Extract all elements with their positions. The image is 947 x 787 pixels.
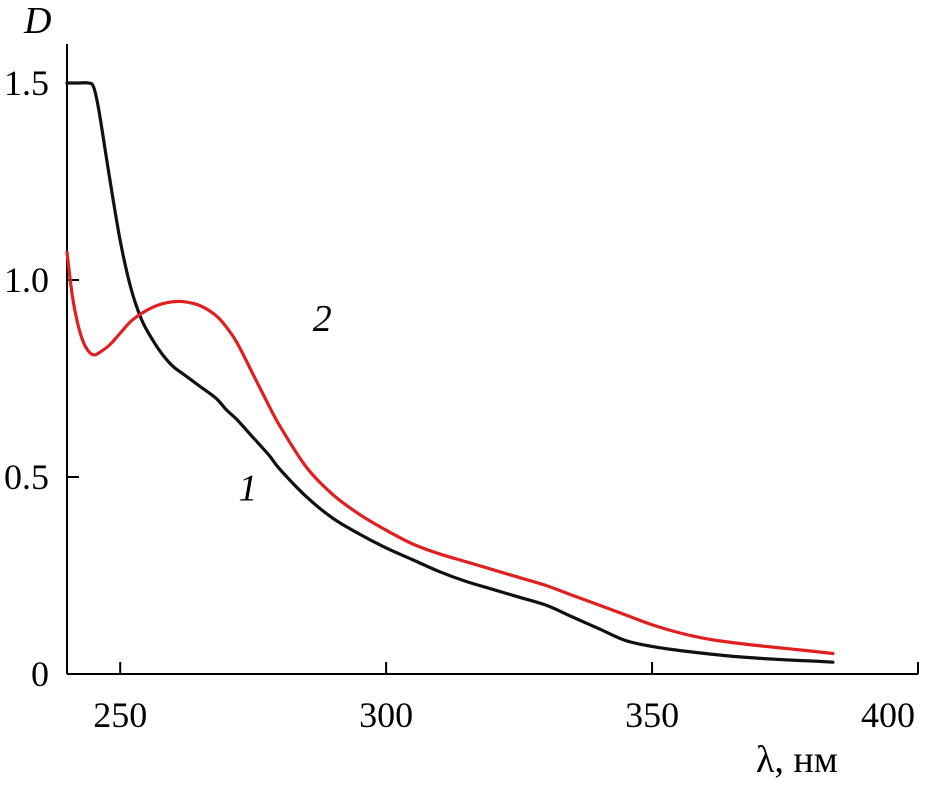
- y-tick-label: 0: [31, 654, 49, 694]
- y-axis-title: D: [23, 0, 51, 42]
- y-tick-label: 1.5: [4, 63, 49, 103]
- x-tick-label: 300: [359, 695, 413, 735]
- x-axis-title: λ, нм: [756, 739, 838, 781]
- series-2-line: [65, 250, 835, 656]
- y-tick-label: 1.0: [4, 260, 49, 300]
- series-annotations: 12: [238, 298, 331, 509]
- axes: [66, 44, 918, 675]
- ticks: [67, 82, 919, 675]
- series-1-line: [65, 81, 835, 664]
- tick-labels: 250 300 350 400 0 0.5 1.0 1.5: [4, 63, 915, 735]
- series-2-label: 2: [313, 298, 332, 340]
- x-tick-label: 400: [861, 695, 915, 735]
- y-tick-label: 0.5: [4, 457, 49, 497]
- series-1-label: 1: [238, 468, 257, 510]
- curves: [65, 81, 835, 664]
- x-tick-label: 350: [625, 695, 679, 735]
- x-tick-label: 250: [93, 695, 147, 735]
